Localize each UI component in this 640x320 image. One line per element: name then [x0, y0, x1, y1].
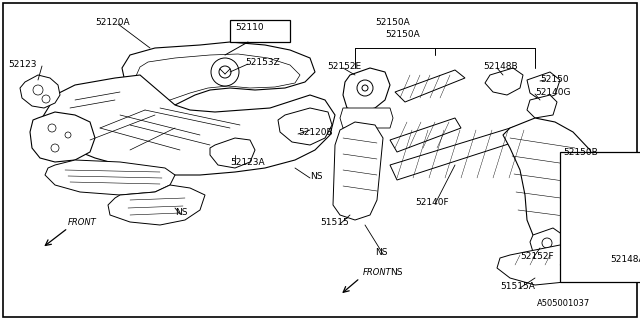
Circle shape [620, 185, 640, 205]
Text: 52152F: 52152F [520, 252, 554, 261]
Polygon shape [390, 118, 461, 152]
Text: 52120B: 52120B [298, 128, 333, 137]
Text: 52150: 52150 [540, 75, 568, 84]
Polygon shape [122, 42, 315, 108]
Polygon shape [567, 225, 605, 242]
Text: 52152E: 52152E [327, 62, 361, 71]
Circle shape [42, 95, 50, 103]
Text: 52148B: 52148B [483, 62, 518, 71]
Circle shape [626, 191, 634, 199]
Polygon shape [567, 178, 605, 195]
Text: 52110: 52110 [235, 23, 264, 32]
Text: 51515A: 51515A [500, 282, 535, 291]
Text: 52123: 52123 [8, 60, 36, 69]
Text: 52120A: 52120A [95, 18, 130, 27]
Circle shape [542, 238, 552, 248]
Bar [560, 152, 640, 282]
Circle shape [51, 144, 59, 152]
Text: NS: NS [375, 248, 387, 257]
Polygon shape [390, 125, 527, 180]
Polygon shape [395, 70, 465, 102]
Text: 52150A: 52150A [375, 18, 410, 27]
Polygon shape [567, 248, 605, 265]
Text: FRONT: FRONT [68, 218, 97, 227]
Bar [230, 20, 290, 42]
Polygon shape [343, 68, 390, 112]
Polygon shape [617, 152, 640, 168]
Polygon shape [333, 122, 383, 220]
Polygon shape [42, 75, 335, 175]
Text: NS: NS [310, 172, 323, 181]
Text: 52140F: 52140F [415, 198, 449, 207]
Polygon shape [30, 112, 95, 162]
Text: 52150A: 52150A [385, 30, 420, 39]
Polygon shape [530, 228, 563, 258]
Text: 52150B: 52150B [563, 148, 598, 157]
Polygon shape [503, 118, 603, 248]
Polygon shape [497, 242, 600, 285]
Circle shape [33, 85, 43, 95]
Polygon shape [567, 155, 605, 172]
Text: 52123A: 52123A [230, 158, 264, 167]
Polygon shape [340, 108, 393, 128]
Text: 52140G: 52140G [535, 88, 570, 97]
Polygon shape [45, 160, 175, 195]
Circle shape [48, 124, 56, 132]
Circle shape [211, 58, 239, 86]
Polygon shape [485, 68, 523, 95]
Text: NS: NS [175, 208, 188, 217]
Polygon shape [527, 72, 560, 100]
Text: 52153Z: 52153Z [245, 58, 280, 67]
Polygon shape [210, 138, 255, 168]
Polygon shape [20, 75, 60, 108]
Text: FRONT: FRONT [363, 268, 392, 277]
Circle shape [65, 132, 71, 138]
Text: 51515: 51515 [320, 218, 349, 227]
Circle shape [219, 66, 231, 78]
Circle shape [357, 80, 373, 96]
Polygon shape [527, 95, 557, 118]
Circle shape [362, 85, 368, 91]
Polygon shape [108, 185, 205, 225]
Text: NS: NS [390, 268, 403, 277]
Polygon shape [278, 108, 332, 145]
Text: 52148A: 52148A [610, 255, 640, 264]
Text: A505001037: A505001037 [537, 299, 590, 308]
Polygon shape [136, 54, 300, 102]
Polygon shape [617, 233, 640, 250]
